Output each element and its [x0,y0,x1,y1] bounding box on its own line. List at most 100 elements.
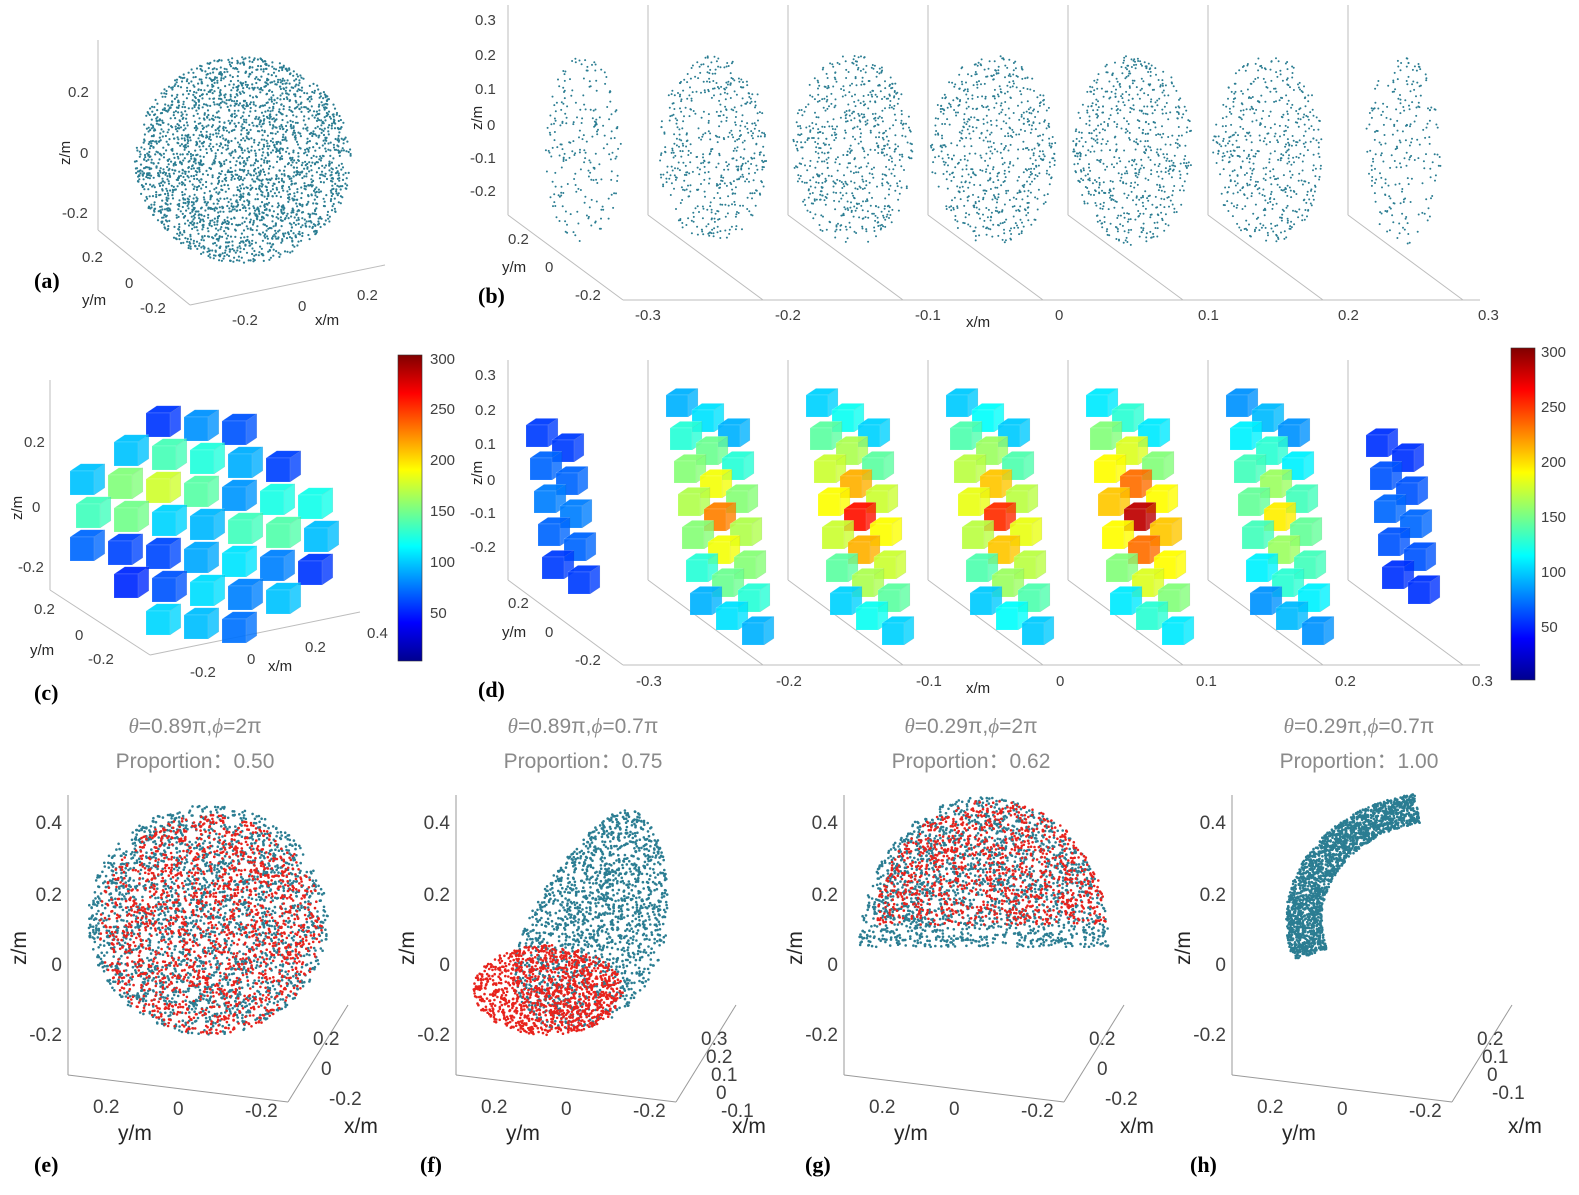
scatter-point [932,148,935,151]
scatter-point [1047,106,1050,109]
scatter-point [754,104,757,107]
scatter-point [158,140,161,143]
scatter-point [1092,109,1095,112]
scatter-point [565,116,568,119]
scatter-point [252,260,255,263]
scatter-point [183,193,186,196]
scatter-point [883,173,886,176]
scatter-point [842,183,845,185]
scatter-point [254,167,257,171]
scatter-point [857,171,860,174]
scatter-point [219,66,222,69]
scatter-point [312,146,315,149]
scatter-point [229,121,232,124]
scatter-point [202,135,205,138]
scatter-point [719,237,722,239]
scatter-point [275,216,278,219]
scatter-point [681,226,684,229]
scatter-point [176,123,179,126]
scatter-point [874,149,876,151]
scatter-point [694,75,697,78]
scatter-point [1105,230,1108,233]
scatter-point [140,146,143,149]
scatter-point [310,105,313,108]
scatter-point [1018,118,1021,121]
scatter-point [271,195,274,198]
scatter-point [1001,238,1004,241]
scatter-point [144,156,147,159]
scatter-point [254,180,257,183]
scatter-point [318,177,321,180]
scatter-point [549,196,552,199]
scatter-point [222,77,225,80]
scatter-point [832,185,835,188]
scatter-point [180,163,183,166]
scatter-point [247,172,250,175]
scatter-point [1095,204,1098,207]
scatter-point [734,186,737,189]
scatter-point [291,239,294,242]
scatter-point [715,183,718,185]
scatter-point [279,147,282,150]
scatter-point [870,66,873,69]
scatter-point [1163,190,1166,193]
scatter-point [273,120,276,123]
scatter-point [880,227,883,230]
scatter-point [294,138,297,141]
scatter-point [875,136,877,139]
scatter-point [245,225,248,228]
scatter-point [833,106,836,109]
scatter-point [686,81,689,84]
scatter-point [161,108,164,111]
scatter-point [233,256,236,259]
scatter-point [971,126,974,129]
scatter-point [288,89,292,92]
scatter-point [968,132,971,135]
scatter-point [1004,76,1006,79]
scatter-point [799,125,802,127]
scatter-point [175,152,179,155]
scatter-point [832,85,835,88]
scatter-point [324,172,327,175]
scatter-point [164,202,167,205]
scatter-point [560,143,563,146]
scatter-point [610,130,613,133]
scatter-point [277,177,280,180]
scatter-point [826,98,829,101]
scatter-point [208,137,211,140]
scatter-point [795,144,797,147]
scatter-point [1036,197,1039,200]
scatter-point [212,242,215,245]
scatter-point [319,159,322,162]
scatter-point [184,188,187,191]
scatter-point [1011,85,1014,88]
scatter-point [266,83,269,86]
scatter-point [1124,77,1127,80]
scatter-point [1158,163,1161,165]
scatter-point [337,139,341,142]
scatter-point [698,65,701,68]
scatter-point [689,77,692,80]
scatter-point [315,114,318,117]
scatter-point [1134,168,1137,170]
scatter-point [308,161,311,164]
scatter-point [279,152,282,155]
scatter-point [1124,131,1127,134]
scatter-point [203,215,206,218]
scatter-point [951,158,954,161]
scatter-point [169,175,172,178]
scatter-point [890,106,893,109]
scatter-point [193,222,196,225]
scatter-point [327,113,330,116]
scatter-point [187,170,190,173]
scatter-point [290,215,293,218]
scatter-point [724,98,727,101]
scatter-point [155,191,158,194]
scatter-point [1125,128,1128,131]
scatter-point [231,129,234,132]
scatter-point [1173,207,1176,210]
scatter-point [795,121,798,124]
scatter-point [596,130,598,133]
scatter-point [1114,200,1117,203]
scatter-point [889,214,892,216]
